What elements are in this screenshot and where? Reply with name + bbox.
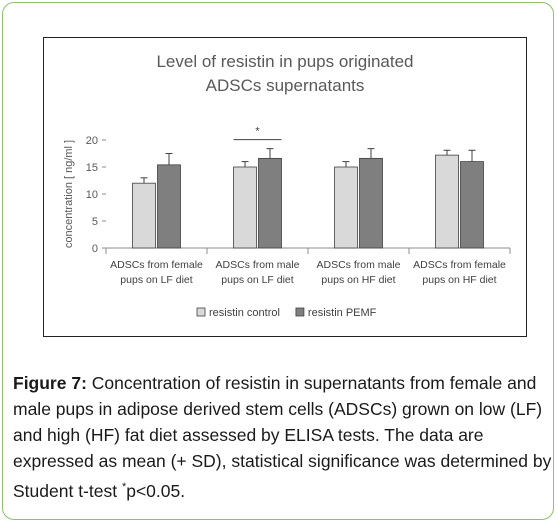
chart-frame: Level of resistin in pups originated ADS… <box>43 37 527 337</box>
y-tick-label: 5 <box>92 216 98 228</box>
caption-superscript: * <box>121 481 127 493</box>
bar <box>435 154 459 249</box>
y-tick-label: 15 <box>86 162 98 174</box>
legend-label: resistin control <box>209 307 280 319</box>
caption-tail: p<0.05. <box>126 480 186 501</box>
bar <box>258 157 282 249</box>
legend-swatch <box>196 307 206 317</box>
x-tick-label: pups on HF diet <box>321 274 395 286</box>
bar-chart: 0 5 10 15 20 concentration [ ng/ml ] ADSCs fro… <box>63 126 511 319</box>
caption-label: Figure 7: <box>13 373 87 393</box>
bar <box>132 182 156 249</box>
y-tick-label: 10 <box>86 189 98 201</box>
bar <box>359 157 383 249</box>
x-tick-label: ADSCs from female <box>413 259 506 271</box>
x-tick-label: ADSCs from male <box>215 259 299 271</box>
figure-caption: Figure 7: Concentration of resistin in s… <box>13 370 553 504</box>
x-tick-label: pups on LF diet <box>221 274 293 286</box>
y-tick-label: 20 <box>86 135 98 147</box>
x-tick-label: ADSCs from female <box>110 259 203 271</box>
x-tick-label: pups on HF diet <box>422 274 496 286</box>
bar <box>460 161 484 249</box>
caption-text: Concentration of resistin in supernatant… <box>13 373 552 501</box>
legend-label: resistin PEMF <box>308 307 377 319</box>
legend-swatch <box>295 307 305 317</box>
bar <box>157 164 181 249</box>
bar <box>233 166 257 249</box>
chart-title: Level of resistin in pups originated ADS… <box>156 52 414 95</box>
x-tick-label: ADSCs from male <box>316 259 400 271</box>
figure-box: Level of resistin in pups originated ADS… <box>2 2 554 520</box>
x-tick-label: pups on LF diet <box>120 274 192 286</box>
significance-marker: * <box>255 126 260 138</box>
y-axis-label: concentration [ ng/ml ] <box>63 140 75 248</box>
y-tick-label: 0 <box>92 243 98 255</box>
bar <box>334 166 358 249</box>
